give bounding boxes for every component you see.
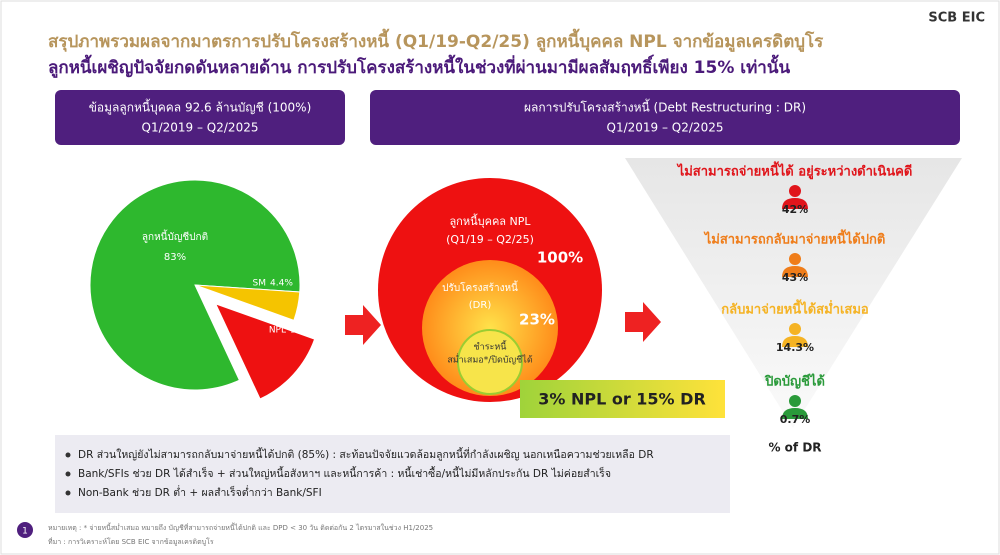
funnel-label: ไม่สามารถกลับมาจ่ายหนี้ได้ปกติ (703, 229, 886, 248)
bullet-dot (65, 471, 71, 477)
page-badge (17, 522, 33, 538)
circle-label: (Q1/19 – Q2/25) (446, 233, 534, 246)
slice-label: NPL (269, 326, 286, 336)
person-body (782, 408, 808, 419)
circle-label: (DR) (469, 300, 492, 311)
pie: ลูกหนี้บัญชีปกติ 83% SM 4.4% NPL 12.6% (89, 179, 319, 400)
logo: SCB EIC (928, 11, 985, 26)
result-box (520, 380, 725, 418)
slice-value: 83% (164, 252, 186, 263)
bullet-text: Bank/SFIs ช่วย DR ได้สำเร็จ + ส่วนใหญ่หน… (78, 466, 611, 480)
slice-label: SM (253, 279, 266, 289)
bullet-dot (65, 452, 71, 458)
box-period: Q1/2019 – Q2/2025 (142, 121, 259, 135)
slice-label: ลูกหนี้บัญชีปกติ (142, 229, 208, 243)
circle-value: 100% (537, 249, 583, 267)
circle-label: สม่ำเสมอ*/ปิดบัญชีได้ (447, 353, 532, 366)
funnel-value: 42% (782, 203, 808, 216)
source: ที่มา : การวิเคราะห์โดย SCB EIC จากข้อมู… (48, 537, 214, 546)
person-body (782, 336, 808, 347)
funnel-label: กลับมาจ่ายหนี้ได้สม่ำเสมอ (721, 299, 869, 318)
header-box (370, 90, 960, 145)
funnel-label: ไม่สามารถจ่ายหนี้ได้ อยู่ระหว่างดำเนินคด… (676, 161, 913, 180)
box-title: ข้อมูลลูกหนี้บุคคล 92.6 ล้านบัญชี (100%) (89, 99, 312, 116)
funnel-caption: % of DR (768, 441, 821, 455)
funnel-value: 0.7% (780, 413, 811, 426)
slice-value: 4.4% (270, 279, 293, 289)
person-body (782, 266, 808, 277)
circle-label: ปรับโครงสร้างหนี้ (442, 280, 518, 294)
bullet-text: Non-Bank ช่วย DR ต่ำ + ผลสำเร็จต่ำกว่า B… (78, 485, 322, 499)
person-head (789, 185, 801, 197)
subtitle: ลูกหนี้เผชิญปัจจัยกดดันหลายด้าน การปรับโ… (48, 54, 790, 79)
bullet-dot (65, 490, 71, 496)
funnel-value: 43% (782, 271, 808, 284)
title: สรุปภาพรวมผลจากมาตรการปรับโครงสร้างหนี้ … (48, 28, 824, 53)
pie-slice (194, 284, 301, 321)
bullets: DR ส่วนใหญ่ยังไม่สามารถกลับมาจ่ายหนี้ได้… (65, 447, 654, 499)
box-title: ผลการปรับโครงสร้างหนี้ (Debt Restructuri… (524, 99, 806, 115)
paid-circle (457, 329, 523, 395)
funnel (625, 158, 962, 428)
circle-value: 23% (519, 311, 555, 329)
box-period: Q1/2019 – Q2/2025 (607, 121, 724, 135)
dr-circle (422, 260, 558, 396)
funnel-label: ปิดบัญชีได้ (764, 373, 825, 390)
circle-label: ชำระหนี้ (474, 340, 508, 353)
pie-slice (214, 302, 316, 400)
funnel-items: ไม่สามารถจ่ายหนี้ได้ อยู่ระหว่างดำเนินคด… (676, 161, 913, 427)
arrow (345, 305, 381, 345)
person-body (782, 198, 808, 209)
footnote: หมายเหตุ : * จ่ายหนี้สม่ำเสมอ หมายถึง บั… (48, 521, 433, 532)
header-box (55, 90, 345, 145)
bullet-text: DR ส่วนใหญ่ยังไม่สามารถกลับมาจ่ายหนี้ได้… (78, 447, 654, 461)
person-head (789, 323, 801, 335)
person-head (789, 395, 801, 407)
result-text: 3% NPL or 15% DR (538, 390, 706, 409)
bullet-box (55, 435, 730, 513)
page-number: 1 (22, 527, 28, 537)
circle-label: ลูกหนี้บุคคล NPL (449, 213, 531, 228)
arrow (625, 302, 661, 342)
slice-value: 12.6% (290, 326, 319, 336)
funnel-value: 14.3% (776, 341, 814, 354)
person-head (789, 253, 801, 265)
